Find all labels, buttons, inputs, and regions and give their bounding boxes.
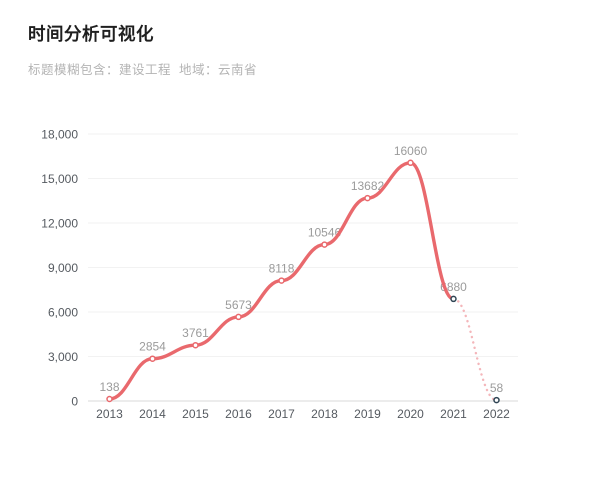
y-axis-label: 15,000 [41, 172, 78, 186]
data-point-marker[interactable] [493, 396, 500, 404]
y-axis-label: 0 [71, 395, 78, 409]
x-axis-label: 2015 [182, 407, 209, 421]
x-axis-label: 2019 [354, 407, 381, 421]
y-axis-label: 12,000 [41, 217, 78, 231]
data-point-marker[interactable] [235, 313, 242, 321]
data-point-label: 5673 [225, 298, 252, 312]
data-point-marker[interactable] [450, 295, 457, 303]
y-axis-label: 3,000 [48, 350, 78, 364]
x-axis-label: 2018 [311, 407, 338, 421]
data-point-label: 138 [99, 380, 119, 394]
data-point-marker[interactable] [407, 159, 414, 167]
y-axis-label: 9,000 [48, 261, 78, 275]
data-point-label: 2854 [139, 340, 166, 354]
y-axis-label: 6,000 [48, 306, 78, 320]
x-axis-label: 2022 [483, 407, 510, 421]
x-axis-label: 2021 [440, 407, 467, 421]
x-axis-label: 2014 [139, 407, 166, 421]
x-axis-label: 2020 [397, 407, 424, 421]
data-point-marker[interactable] [321, 241, 328, 248]
data-point-label: 16060 [394, 144, 428, 158]
data-point-marker[interactable] [364, 194, 371, 202]
data-point-label: 13682 [351, 179, 385, 193]
x-axis-label: 2016 [225, 407, 252, 421]
y-axis-label: 18,000 [41, 128, 78, 142]
data-point-marker[interactable] [278, 277, 285, 284]
data-point-label: 58 [490, 381, 504, 395]
chart-subtitle: 标题模糊包含：建设工程 地域：云南省 [28, 63, 257, 77]
chart-header: 时间分析可视化 标题模糊包含：建设工程 地域：云南省 [28, 24, 257, 78]
x-axis-label: 2013 [96, 407, 123, 421]
data-point-marker[interactable] [106, 395, 113, 403]
data-point-label: 8118 [269, 262, 295, 276]
chart-title: 时间分析可视化 [28, 24, 154, 44]
data-point-marker[interactable] [149, 355, 156, 362]
data-point-label: 10546 [308, 226, 342, 240]
x-axis-label: 2017 [268, 407, 295, 421]
data-point-label: 3761 [182, 326, 209, 340]
data-point-marker[interactable] [192, 341, 199, 349]
